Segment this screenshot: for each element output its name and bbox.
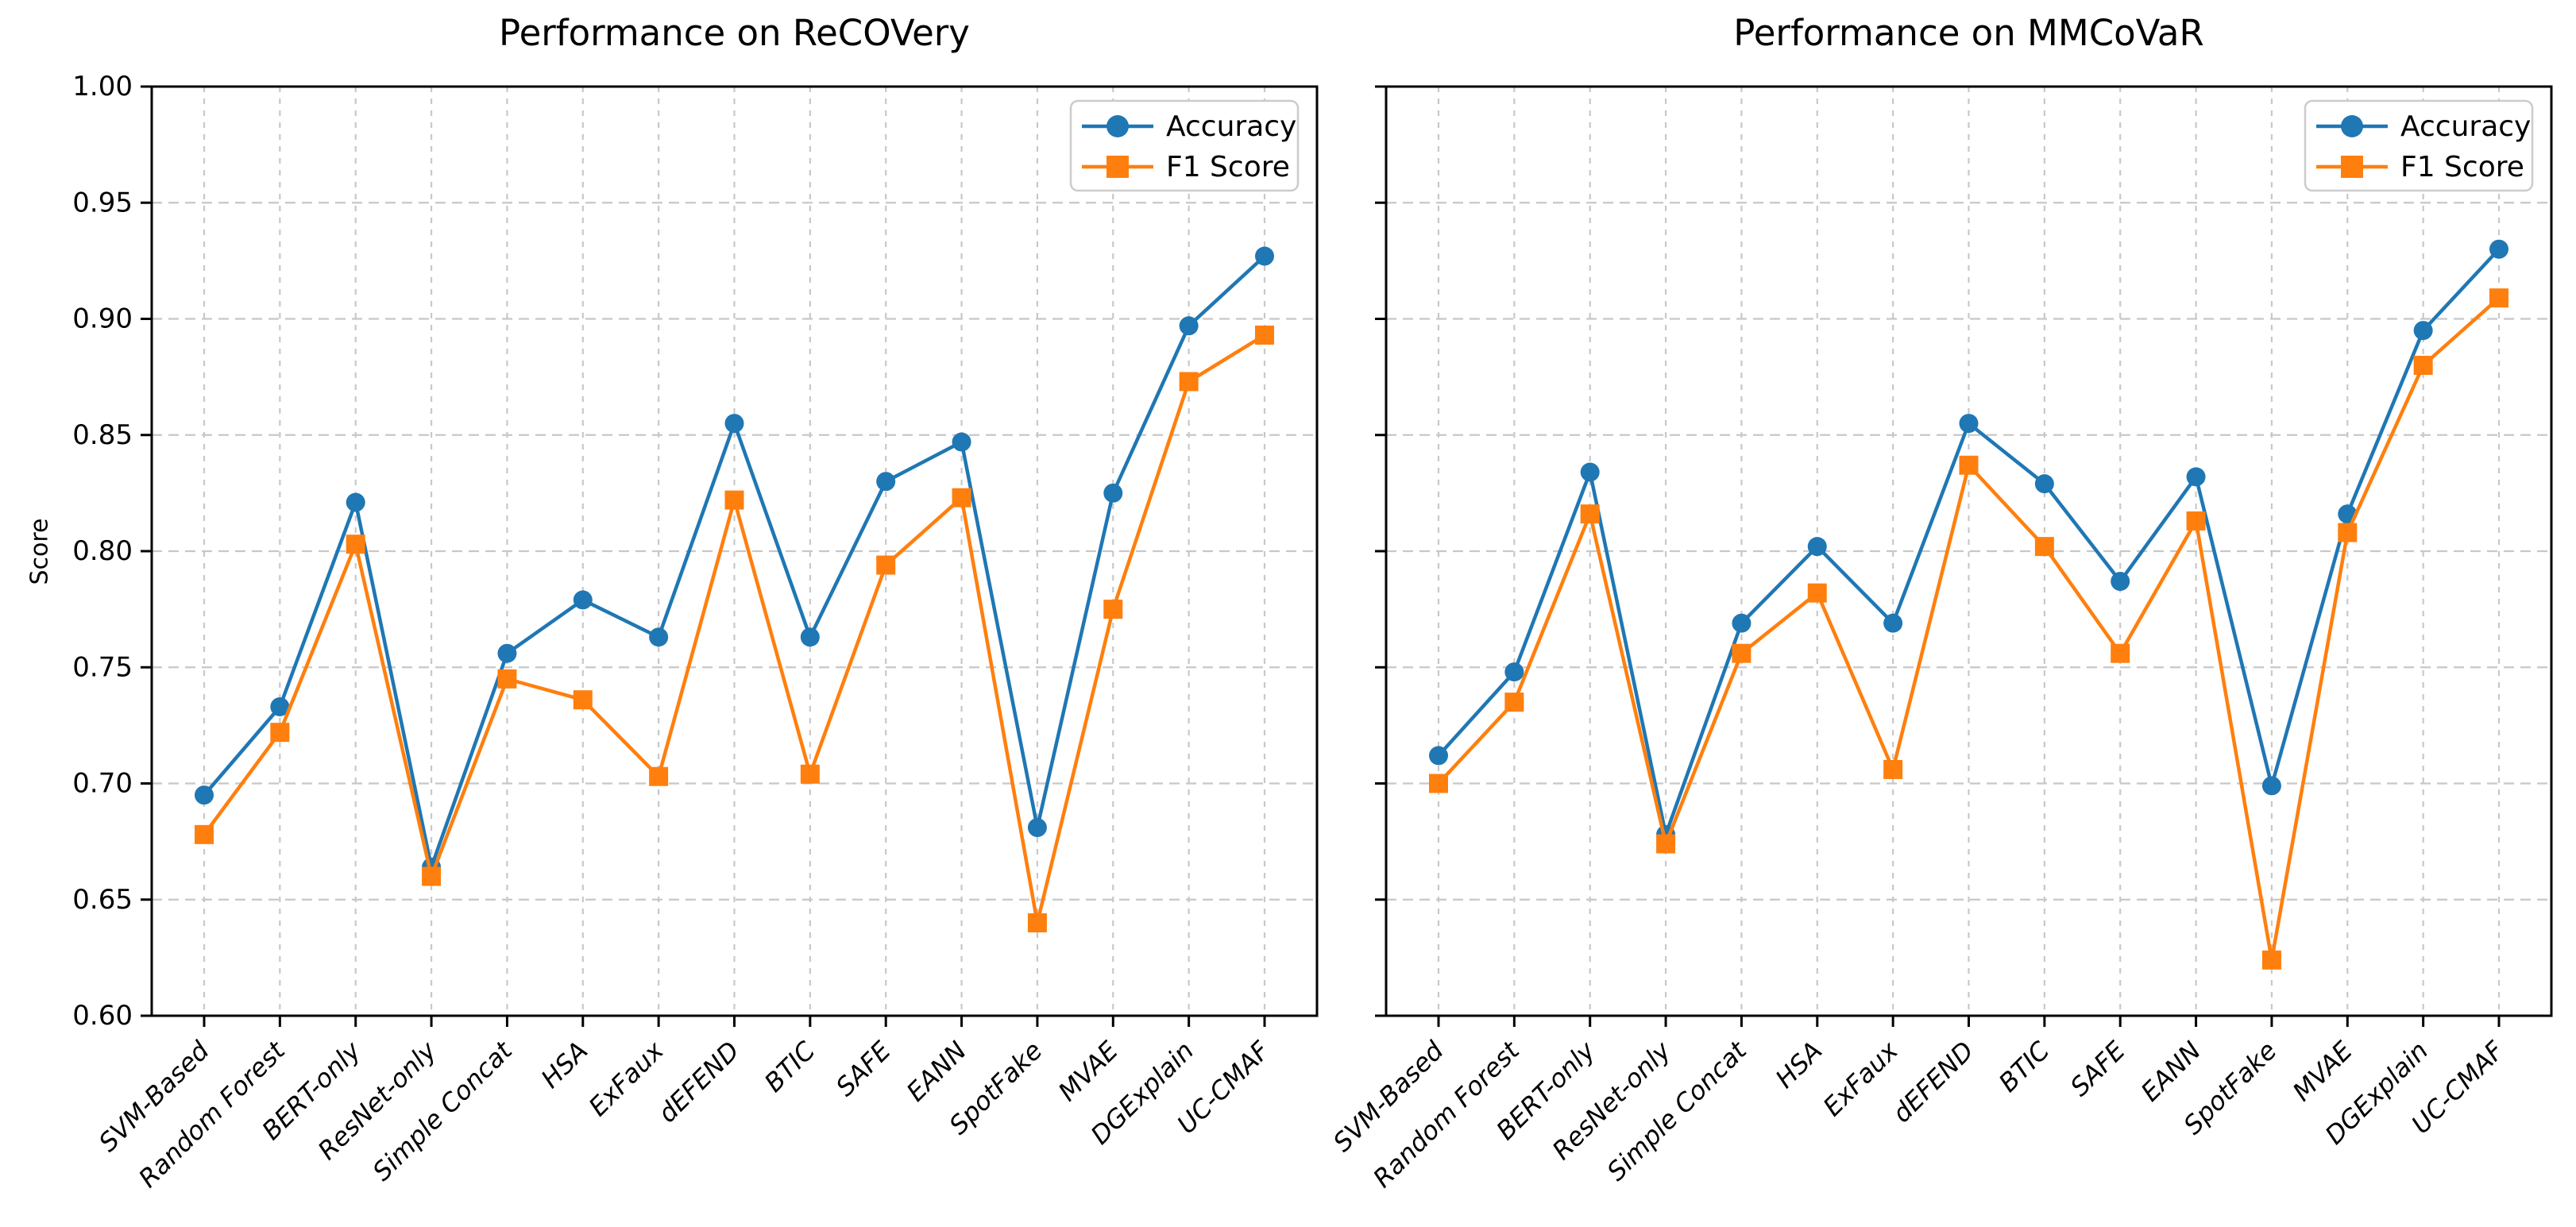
axes-0: 1.000.950.900.850.800.750.700.650.60SVM-… xyxy=(72,71,1319,1194)
y-tick-label: 0.85 xyxy=(72,419,133,451)
marker-circle-dgexplain xyxy=(1179,316,1199,336)
x-tick-label: Simple Concat xyxy=(367,1035,519,1187)
legend-marker-square xyxy=(1106,156,1129,178)
chart-title-recovery: Performance on ReCOVery xyxy=(499,12,970,54)
legend: Accuracy F1 Score xyxy=(1069,99,1300,192)
x-tick-label: HSA xyxy=(535,1036,594,1094)
marker-circle-spotfake xyxy=(2261,776,2281,796)
y-tick-label: 0.75 xyxy=(72,651,133,683)
legend-marker-circle xyxy=(2341,115,2363,137)
legend-label: Accuracy xyxy=(2400,110,2531,143)
y-tick-label: 0.95 xyxy=(72,187,133,218)
chart-title-mmcovar: Performance on MMCoVaR xyxy=(1733,12,2204,54)
legend-label: F1 Score xyxy=(1166,151,1290,183)
x-tick-label: SAFE xyxy=(2064,1035,2132,1102)
marker-square-uc-cmaf xyxy=(2489,288,2508,308)
marker-circle-safe xyxy=(876,472,896,492)
marker-circle-random-forest xyxy=(270,696,290,716)
marker-square-simple-concat xyxy=(497,669,517,689)
gridlines xyxy=(152,85,1317,1017)
marker-square-eann xyxy=(952,488,971,507)
legend-marker-circle xyxy=(1106,115,1129,137)
marker-circle-random-forest xyxy=(1504,662,1524,682)
marker-circle-bert-only xyxy=(1580,462,1600,482)
marker-circle-spotfake xyxy=(1027,818,1047,838)
marker-square-defend xyxy=(1959,455,1979,475)
marker-circle-defend xyxy=(1959,414,1979,434)
marker-square-spotfake xyxy=(1027,913,1047,932)
marker-circle-dgexplain xyxy=(2413,321,2433,341)
marker-circle-safe xyxy=(2111,572,2130,592)
marker-circle-btic xyxy=(800,627,820,647)
marker-circle-simple-concat xyxy=(1732,613,1751,633)
x-tick-label: HSA xyxy=(1770,1036,1829,1094)
marker-circle-svm-based xyxy=(1429,746,1448,766)
x-tick-label: SAFE xyxy=(830,1035,898,1102)
legend-marker-square xyxy=(2341,156,2363,178)
x-tick-label: dEFEND xyxy=(1887,1036,1979,1129)
y-tick-label: 0.80 xyxy=(72,535,133,567)
y-tick-label: 1.00 xyxy=(72,71,133,102)
marker-square-svm-based xyxy=(195,824,214,844)
marker-circle-mvae xyxy=(1103,483,1123,503)
y-tick-label: 0.65 xyxy=(72,884,133,916)
marker-square-dgexplain xyxy=(2413,356,2433,375)
marker-circle-uc-cmaf xyxy=(1255,246,1274,266)
marker-square-random-forest xyxy=(1504,693,1524,712)
marker-circle-eann xyxy=(952,432,971,452)
marker-square-spotfake xyxy=(2261,950,2281,970)
marker-square-bert-only xyxy=(1580,504,1600,524)
marker-square-btic xyxy=(2034,537,2054,557)
marker-circle-exfaux xyxy=(649,627,669,647)
x-tick-label: BTIC xyxy=(759,1035,821,1098)
y-axis-label: Score xyxy=(25,517,54,585)
marker-square-hsa xyxy=(1807,583,1827,603)
marker-square-resnet-only xyxy=(422,866,442,886)
marker-square-resnet-only xyxy=(1656,834,1676,854)
y-tick-label: 0.90 xyxy=(72,303,133,335)
marker-square-defend xyxy=(724,490,744,510)
marker-circle-exfaux xyxy=(1883,613,1903,633)
marker-square-btic xyxy=(800,764,820,784)
marker-circle-uc-cmaf xyxy=(2489,239,2508,259)
marker-square-safe xyxy=(2111,643,2130,663)
y-tick-label: 0.60 xyxy=(72,1000,133,1032)
x-tick-label: EANN xyxy=(2135,1036,2207,1108)
marker-circle-bert-only xyxy=(346,492,365,512)
marker-circle-hsa xyxy=(573,590,593,610)
marker-square-mvae xyxy=(1103,600,1123,619)
x-tick-label: Simple Concat xyxy=(1601,1035,1754,1187)
marker-square-uc-cmaf xyxy=(1255,325,1274,345)
legend: Accuracy F1 Score xyxy=(2304,99,2534,192)
marker-square-exfaux xyxy=(649,766,669,786)
marker-circle-defend xyxy=(724,414,744,434)
legend-label: F1 Score xyxy=(2400,151,2524,183)
marker-square-bert-only xyxy=(346,534,365,554)
marker-circle-hsa xyxy=(1807,537,1827,557)
marker-square-safe xyxy=(876,555,896,575)
series-line-accuracy xyxy=(202,254,1267,870)
x-tick-label: MVAE xyxy=(1052,1035,1125,1107)
x-tick-label: dEFEND xyxy=(652,1036,745,1129)
marker-square-random-forest xyxy=(270,723,290,743)
x-tick-label: BTIC xyxy=(1993,1035,2056,1098)
marker-circle-btic xyxy=(2034,474,2054,494)
y-tick-label: 0.70 xyxy=(72,768,133,800)
x-tick-label: EANN xyxy=(901,1036,973,1108)
marker-circle-svm-based xyxy=(195,785,214,805)
marker-square-simple-concat xyxy=(1732,643,1751,663)
legend-label: Accuracy xyxy=(1166,110,1296,143)
x-tick-label: MVAE xyxy=(2287,1035,2359,1107)
y-axis-label-wrap: Score xyxy=(22,87,57,1016)
marker-square-eann xyxy=(2186,511,2206,531)
marker-square-hsa xyxy=(573,690,593,710)
marker-square-dgexplain xyxy=(1179,372,1199,392)
marker-circle-eann xyxy=(2186,467,2206,487)
marker-square-exfaux xyxy=(1883,759,1903,779)
marker-square-svm-based xyxy=(1429,774,1448,793)
marker-square-mvae xyxy=(2338,523,2358,542)
marker-circle-simple-concat xyxy=(497,643,517,663)
